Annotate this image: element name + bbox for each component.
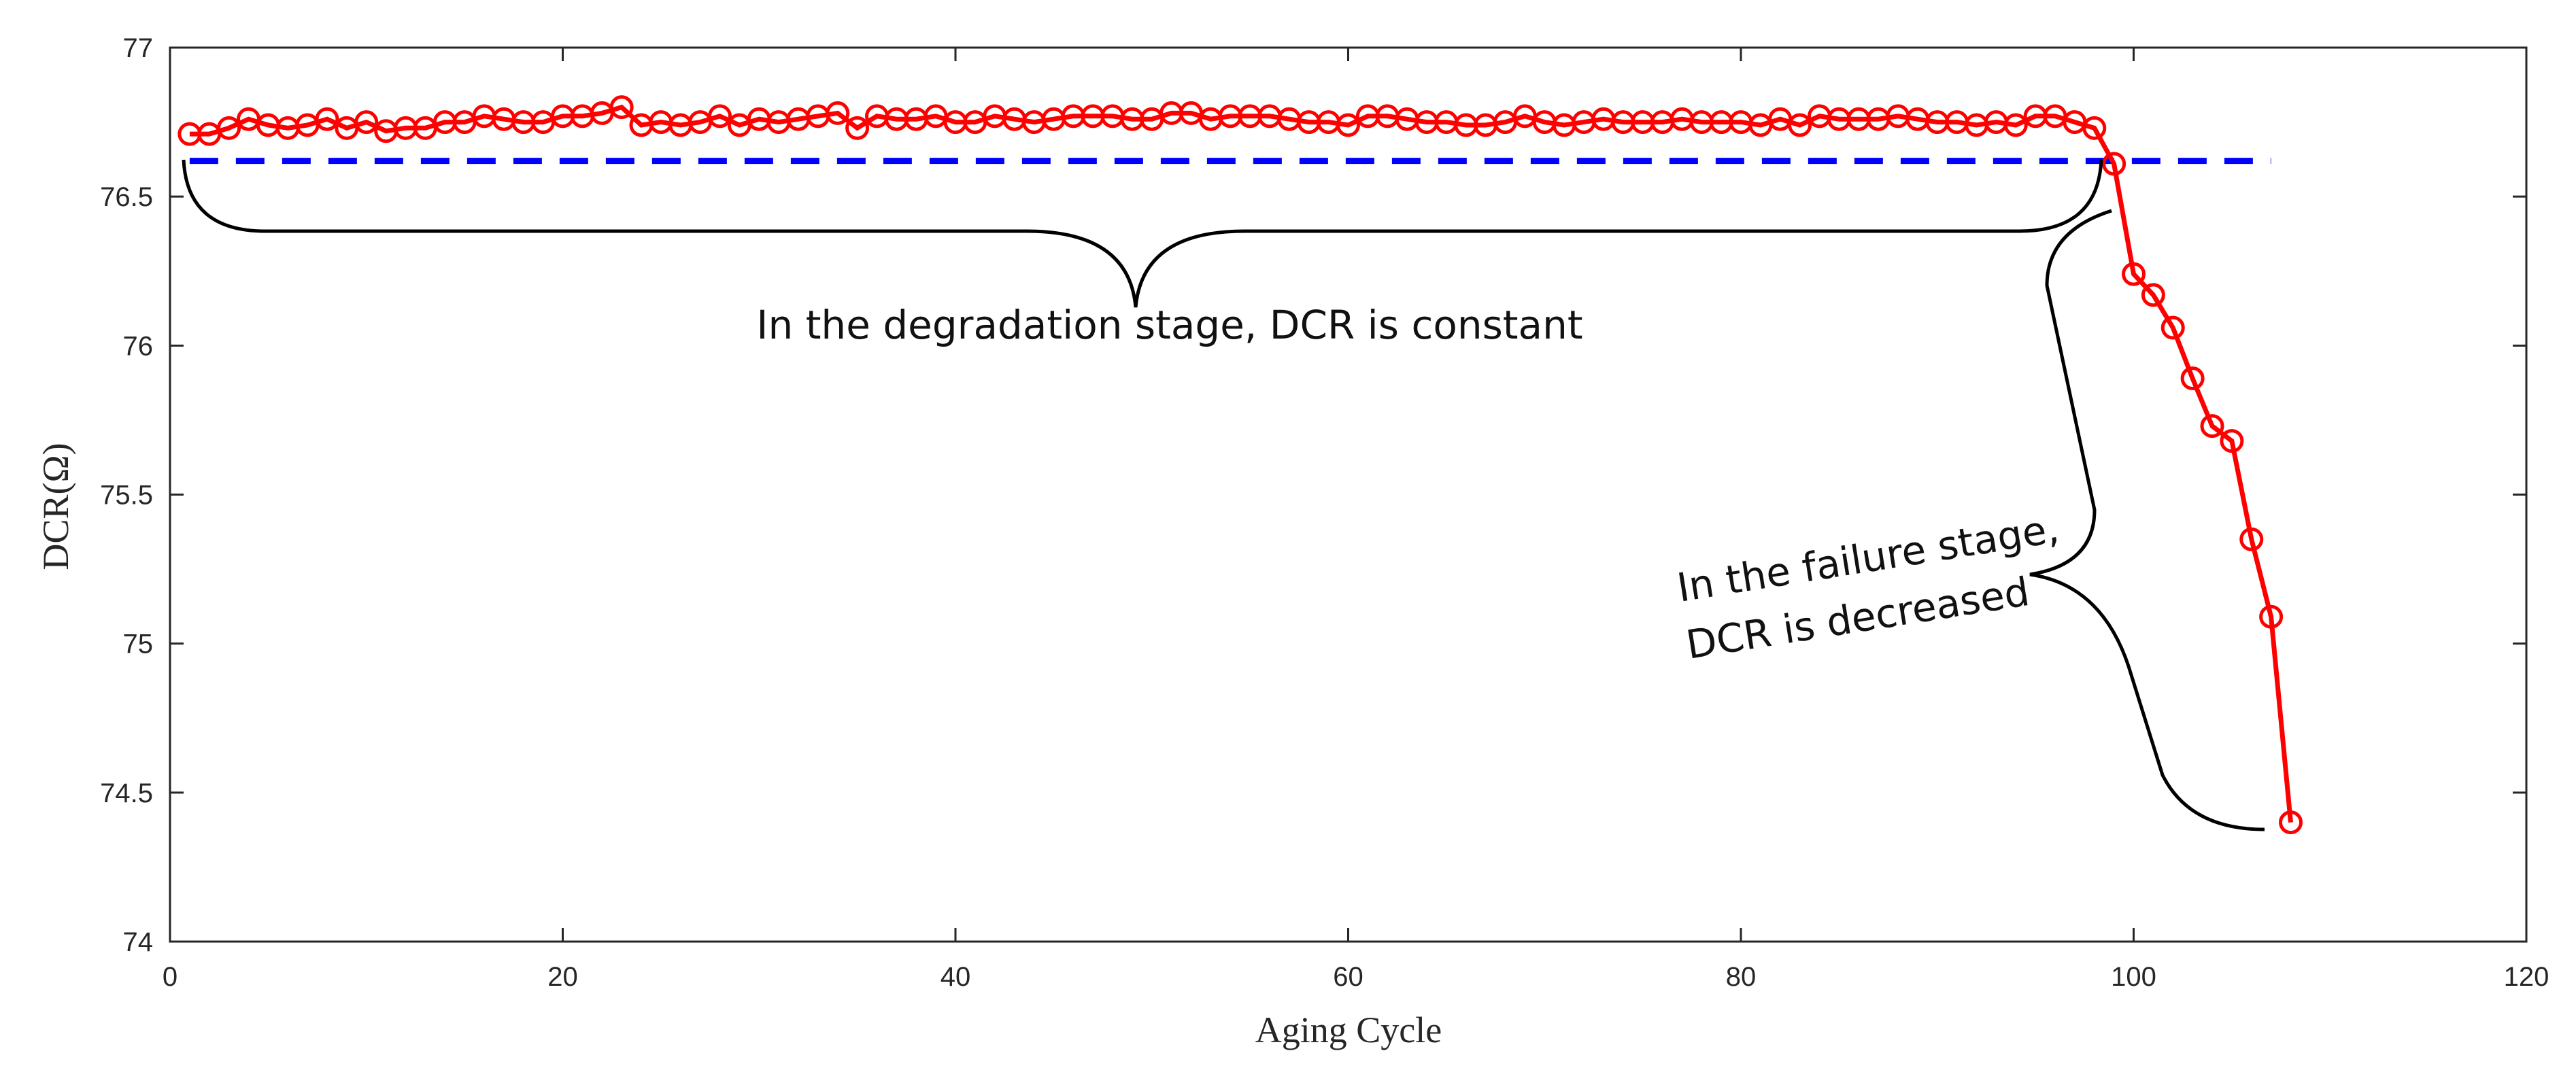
y-tick-label: 74.5 bbox=[100, 778, 153, 808]
x-tick-label: 40 bbox=[940, 962, 971, 992]
data-point-marker bbox=[2239, 527, 2264, 551]
axis-ticks: 0 20 40 60 80 100 120 74 74.5 75 75.5 76 76.5 77 bbox=[100, 33, 2549, 992]
data-point-marker bbox=[1336, 113, 1360, 137]
x-axis-title: Aging Cycle bbox=[1255, 1010, 1442, 1050]
y-axis-title: DCR(Ω) bbox=[35, 443, 76, 570]
data-point-marker bbox=[2279, 810, 2303, 835]
y-tick-label: 75.5 bbox=[100, 481, 153, 511]
x-tick-label: 120 bbox=[2504, 962, 2549, 992]
x-tick-label: 80 bbox=[1726, 962, 1757, 992]
x-tick-label: 20 bbox=[547, 962, 578, 992]
data-point-marker bbox=[609, 95, 634, 120]
x-tick-label: 60 bbox=[1333, 962, 1363, 992]
data-point-marker bbox=[845, 116, 870, 140]
data-point-marker bbox=[2180, 366, 2205, 391]
data-point-marker bbox=[217, 116, 241, 140]
data-point-marker bbox=[315, 107, 339, 131]
data-point-marker bbox=[2259, 604, 2284, 629]
degradation-stage-brace bbox=[182, 159, 2103, 308]
x-tick-label: 0 bbox=[163, 962, 177, 992]
data-point-marker bbox=[2003, 113, 2028, 137]
data-point-marker bbox=[2141, 283, 2165, 307]
data-point-marker bbox=[2220, 429, 2244, 453]
failure-stage-brace bbox=[2029, 209, 2265, 831]
dcr-series bbox=[177, 95, 2303, 835]
data-point-marker bbox=[354, 110, 379, 135]
data-point-marker bbox=[1788, 113, 1812, 137]
data-point-marker bbox=[826, 101, 850, 125]
data-point-marker bbox=[2122, 262, 2146, 286]
y-tick-label: 77 bbox=[123, 33, 154, 63]
data-point-marker bbox=[2102, 152, 2126, 176]
y-tick-label: 75 bbox=[123, 630, 154, 659]
y-tick-label: 76.5 bbox=[100, 182, 153, 212]
degradation-stage-annotation: In the degradation stage, DCR is constan… bbox=[756, 302, 1582, 348]
data-point-marker bbox=[2082, 116, 2107, 140]
y-tick-label: 74 bbox=[123, 927, 154, 957]
data-point-marker bbox=[708, 104, 732, 128]
y-tick-label: 76 bbox=[123, 331, 154, 361]
data-point-marker bbox=[2200, 414, 2224, 439]
x-tick-label: 100 bbox=[2111, 962, 2156, 992]
data-point-marker bbox=[2160, 315, 2185, 340]
